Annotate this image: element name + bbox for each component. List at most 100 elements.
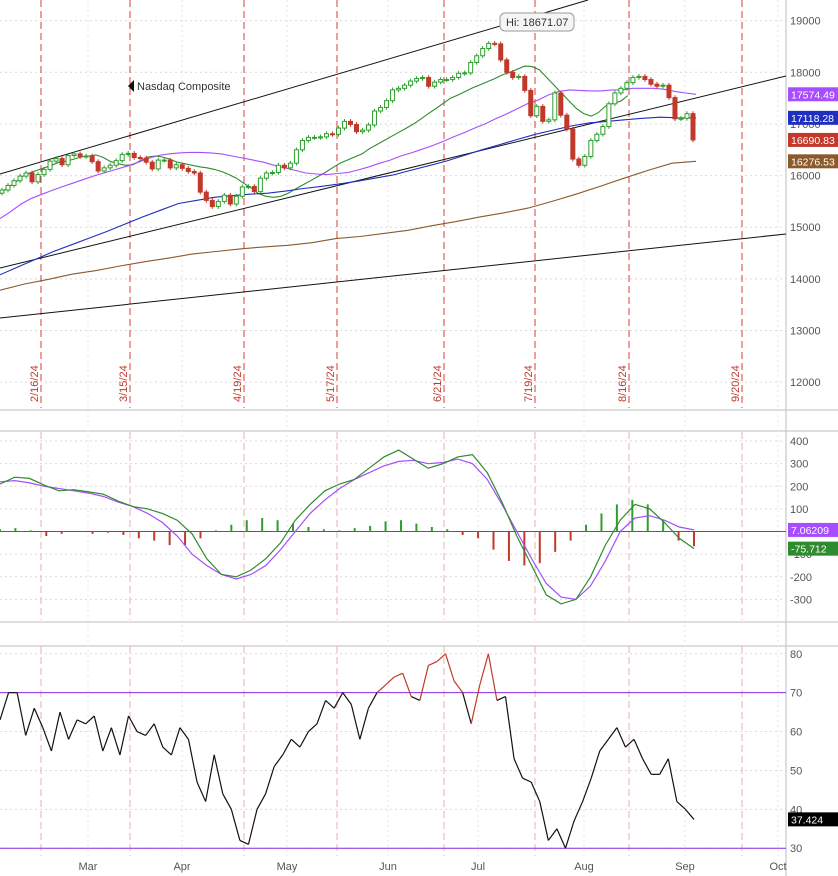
candle-body xyxy=(384,100,390,108)
rsi-segment xyxy=(496,696,506,701)
candle-body xyxy=(450,76,456,81)
x-tick-month: Aug xyxy=(574,861,594,873)
rsi-segment xyxy=(76,719,86,725)
candle-body xyxy=(329,133,335,136)
candle-body xyxy=(167,159,173,169)
rsi-segment xyxy=(487,653,498,701)
price-tag-label: 7.06209 xyxy=(791,525,829,537)
price-tag-label: 16690.83 xyxy=(791,135,835,147)
candle-body xyxy=(89,155,95,163)
event-date-label: 2/16/24 xyxy=(29,365,41,402)
rsi-segment xyxy=(556,828,567,849)
rsi-segment xyxy=(230,809,241,841)
candle-body xyxy=(257,177,263,193)
rsi-segment xyxy=(145,723,155,736)
rsi-segment xyxy=(316,700,327,724)
rsi-segment xyxy=(419,665,429,701)
candle-body xyxy=(203,191,209,201)
rsi-segment xyxy=(342,692,352,705)
candle-body xyxy=(233,195,239,205)
rsi-segment xyxy=(265,766,275,794)
candle-body xyxy=(317,136,323,139)
lower-channel-line xyxy=(0,75,787,269)
price-tag: 17118.28 xyxy=(788,110,838,125)
candle-body xyxy=(486,42,492,50)
candle-body xyxy=(438,79,444,83)
candle-body xyxy=(456,72,462,78)
candle-body xyxy=(558,92,564,116)
rsi-segment xyxy=(325,700,335,709)
candle-body xyxy=(660,84,666,87)
candle-body xyxy=(305,136,311,141)
rsi-segment xyxy=(273,754,284,767)
event-date-lines: 2/16/24 3/15/24 4/19/24 5/17/24 6/21/24 7/19/… xyxy=(29,0,743,856)
rsi-segment xyxy=(462,692,472,724)
price-tag-box xyxy=(788,541,838,556)
candle-body xyxy=(293,149,299,164)
price-tag-label: 16276.53 xyxy=(791,156,835,168)
candle-body xyxy=(606,103,612,128)
candle-body xyxy=(504,59,510,73)
candle-body xyxy=(245,185,251,188)
candle-body xyxy=(125,152,131,155)
ma-green-line xyxy=(0,65,629,198)
rsi-segment xyxy=(0,692,10,721)
rsi-segment xyxy=(607,727,618,740)
rsi-y-tick: 50 xyxy=(790,765,802,777)
candle-body xyxy=(600,126,606,135)
rsi-segment xyxy=(667,758,678,802)
rsi-segment xyxy=(539,801,549,841)
rsi-segment xyxy=(299,731,309,748)
price-y-tick: 14000 xyxy=(790,274,821,286)
x-tick-month: Sep xyxy=(675,861,695,873)
price-y-tick: 15000 xyxy=(790,222,821,234)
candle-body xyxy=(59,158,65,166)
rsi-segment xyxy=(33,707,44,728)
candle-body xyxy=(612,92,618,105)
candle-body xyxy=(137,157,143,160)
candle-body xyxy=(522,75,528,91)
price-tag: 17574.49 xyxy=(788,87,838,102)
candle-body xyxy=(53,158,59,162)
x-tick-month: Apr xyxy=(173,861,190,873)
price-candles xyxy=(0,41,696,209)
price-tag-box xyxy=(788,87,838,102)
candle-body xyxy=(468,61,474,74)
rsi-segment xyxy=(616,727,627,748)
candle-body xyxy=(107,164,113,169)
rsi-y-tick: 30 xyxy=(790,843,802,855)
candle-body xyxy=(360,129,366,133)
price-tag-label: -75.712 xyxy=(791,544,827,556)
price-tag-box xyxy=(788,110,838,125)
rsi-segment xyxy=(196,781,207,802)
candle-body xyxy=(408,80,414,86)
rsi-segment xyxy=(367,692,378,709)
candle-body xyxy=(113,160,119,166)
candle-body xyxy=(498,43,504,61)
macd-line xyxy=(0,449,695,605)
long-term-support-line xyxy=(0,233,787,319)
candle-body xyxy=(209,199,215,208)
rsi-segment xyxy=(59,711,70,740)
x-tick-month: Oct xyxy=(769,861,786,873)
rsi-segment xyxy=(436,653,446,662)
candle-body xyxy=(191,170,197,174)
rsi-segment xyxy=(42,727,52,752)
macd-y-tick: -200 xyxy=(790,572,812,584)
candle-body xyxy=(35,174,41,183)
rsi-segment xyxy=(93,715,104,752)
candle-body xyxy=(648,79,654,85)
candle-body xyxy=(672,97,678,120)
rsi-y-tick: 70 xyxy=(790,688,802,700)
x-tick-month: Jun xyxy=(379,861,397,873)
macd-signal-line xyxy=(0,458,695,601)
price-y-tick: 12000 xyxy=(790,377,821,389)
rsi-segment xyxy=(359,708,369,740)
candle-body xyxy=(83,155,89,158)
candle-body xyxy=(29,172,35,183)
rsi-segment xyxy=(393,672,403,678)
event-date-label: 5/17/24 xyxy=(325,365,337,402)
x-tick-month: May xyxy=(277,861,298,873)
